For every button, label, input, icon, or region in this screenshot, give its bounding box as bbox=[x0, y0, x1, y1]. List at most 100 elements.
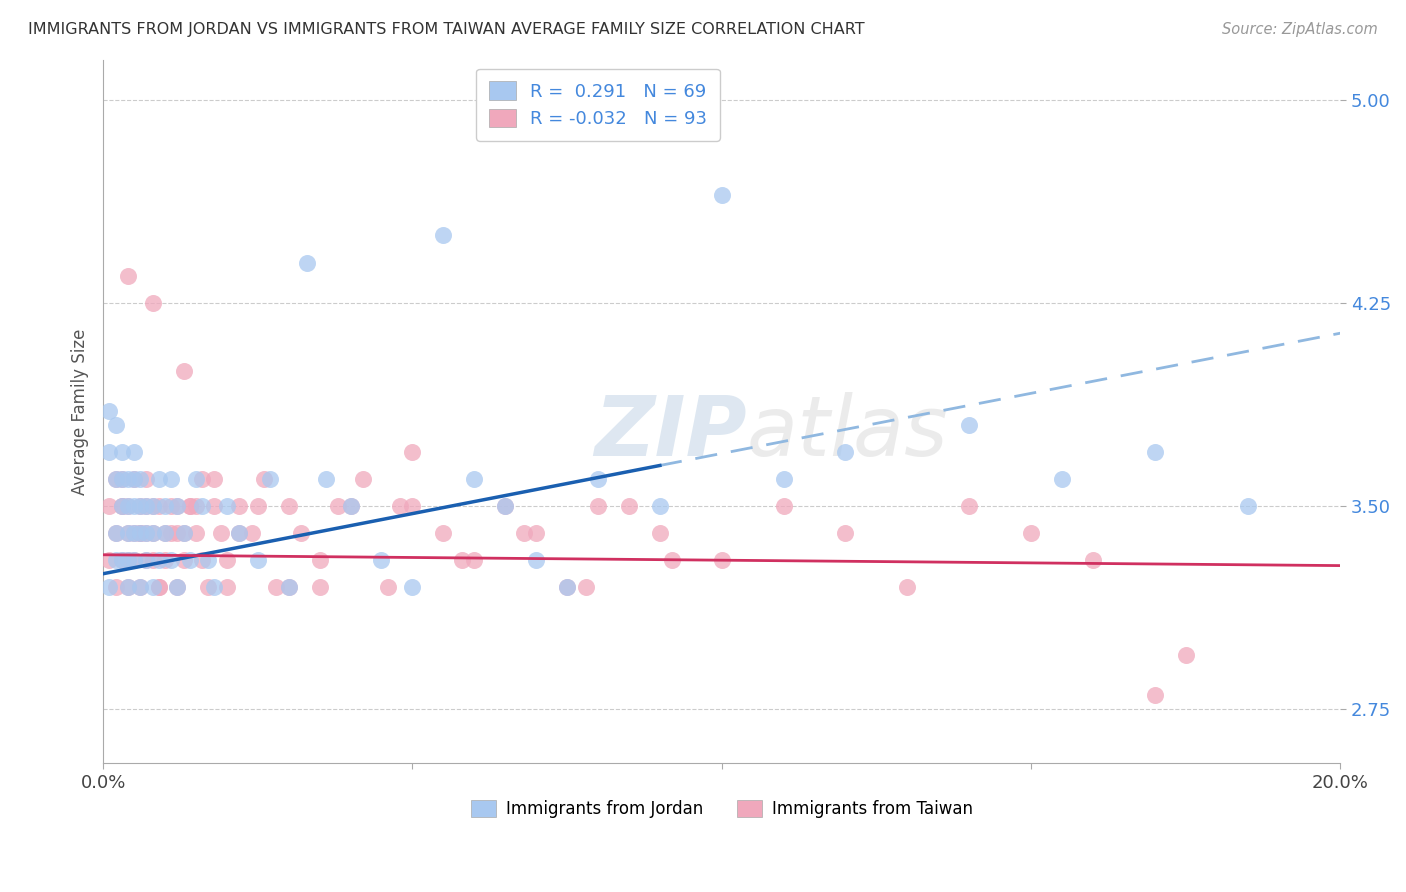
Point bbox=[98, 445, 121, 459]
Point bbox=[160, 526, 183, 541]
Point bbox=[122, 526, 145, 541]
Point bbox=[401, 445, 423, 459]
Point bbox=[111, 553, 134, 567]
Point bbox=[401, 499, 423, 513]
Point bbox=[586, 472, 609, 486]
Point bbox=[160, 553, 183, 567]
Point bbox=[104, 472, 127, 486]
Point bbox=[117, 553, 139, 567]
Point bbox=[129, 472, 152, 486]
Point bbox=[834, 445, 856, 459]
Point bbox=[432, 526, 454, 541]
Point bbox=[166, 526, 188, 541]
Point bbox=[834, 526, 856, 541]
Point bbox=[166, 580, 188, 594]
Point bbox=[142, 553, 165, 567]
Point bbox=[432, 228, 454, 243]
Point bbox=[184, 499, 207, 513]
Point bbox=[339, 499, 361, 513]
Point bbox=[129, 526, 152, 541]
Point bbox=[129, 499, 152, 513]
Point bbox=[179, 553, 201, 567]
Point bbox=[122, 472, 145, 486]
Point bbox=[451, 553, 474, 567]
Point bbox=[179, 499, 201, 513]
Point bbox=[111, 499, 134, 513]
Point bbox=[246, 499, 269, 513]
Point bbox=[957, 417, 980, 432]
Point bbox=[228, 526, 250, 541]
Point bbox=[111, 472, 134, 486]
Point bbox=[277, 499, 299, 513]
Point bbox=[111, 445, 134, 459]
Point bbox=[148, 472, 170, 486]
Point bbox=[377, 580, 399, 594]
Point bbox=[104, 553, 127, 567]
Point bbox=[191, 472, 214, 486]
Text: atlas: atlas bbox=[747, 392, 948, 473]
Point bbox=[122, 553, 145, 567]
Point bbox=[142, 580, 165, 594]
Point bbox=[215, 499, 238, 513]
Point bbox=[277, 580, 299, 594]
Point bbox=[173, 526, 195, 541]
Point bbox=[228, 499, 250, 513]
Legend: Immigrants from Jordan, Immigrants from Taiwan: Immigrants from Jordan, Immigrants from … bbox=[464, 794, 979, 825]
Point bbox=[266, 580, 288, 594]
Point bbox=[463, 472, 485, 486]
Point bbox=[772, 472, 794, 486]
Point bbox=[122, 445, 145, 459]
Point bbox=[1081, 553, 1104, 567]
Point bbox=[111, 553, 134, 567]
Point bbox=[117, 580, 139, 594]
Point bbox=[389, 499, 412, 513]
Point bbox=[142, 526, 165, 541]
Text: ZIP: ZIP bbox=[593, 392, 747, 473]
Point bbox=[586, 499, 609, 513]
Point bbox=[1143, 689, 1166, 703]
Point bbox=[122, 499, 145, 513]
Point bbox=[166, 580, 188, 594]
Text: IMMIGRANTS FROM JORDAN VS IMMIGRANTS FROM TAIWAN AVERAGE FAMILY SIZE CORRELATION: IMMIGRANTS FROM JORDAN VS IMMIGRANTS FRO… bbox=[28, 22, 865, 37]
Point bbox=[166, 499, 188, 513]
Point bbox=[117, 472, 139, 486]
Point bbox=[111, 499, 134, 513]
Point bbox=[122, 472, 145, 486]
Point bbox=[129, 580, 152, 594]
Point bbox=[135, 553, 157, 567]
Point bbox=[648, 526, 671, 541]
Y-axis label: Average Family Size: Average Family Size bbox=[72, 328, 89, 494]
Point bbox=[555, 580, 578, 594]
Point bbox=[111, 499, 134, 513]
Point bbox=[297, 255, 319, 269]
Point bbox=[184, 526, 207, 541]
Point bbox=[142, 296, 165, 310]
Point bbox=[135, 526, 157, 541]
Point bbox=[246, 553, 269, 567]
Point bbox=[277, 580, 299, 594]
Point bbox=[308, 553, 330, 567]
Point bbox=[122, 553, 145, 567]
Point bbox=[111, 472, 134, 486]
Point bbox=[1050, 472, 1073, 486]
Point bbox=[129, 526, 152, 541]
Text: Source: ZipAtlas.com: Source: ZipAtlas.com bbox=[1222, 22, 1378, 37]
Point bbox=[370, 553, 392, 567]
Point bbox=[204, 580, 226, 594]
Point bbox=[494, 499, 516, 513]
Point bbox=[160, 499, 183, 513]
Point bbox=[153, 553, 176, 567]
Point bbox=[98, 404, 121, 418]
Point bbox=[1236, 499, 1258, 513]
Point bbox=[209, 526, 232, 541]
Point bbox=[253, 472, 276, 486]
Point bbox=[315, 472, 337, 486]
Point bbox=[129, 580, 152, 594]
Point bbox=[173, 526, 195, 541]
Point bbox=[575, 580, 598, 594]
Point bbox=[135, 499, 157, 513]
Point bbox=[772, 499, 794, 513]
Point bbox=[197, 553, 219, 567]
Point bbox=[104, 526, 127, 541]
Point bbox=[896, 580, 918, 594]
